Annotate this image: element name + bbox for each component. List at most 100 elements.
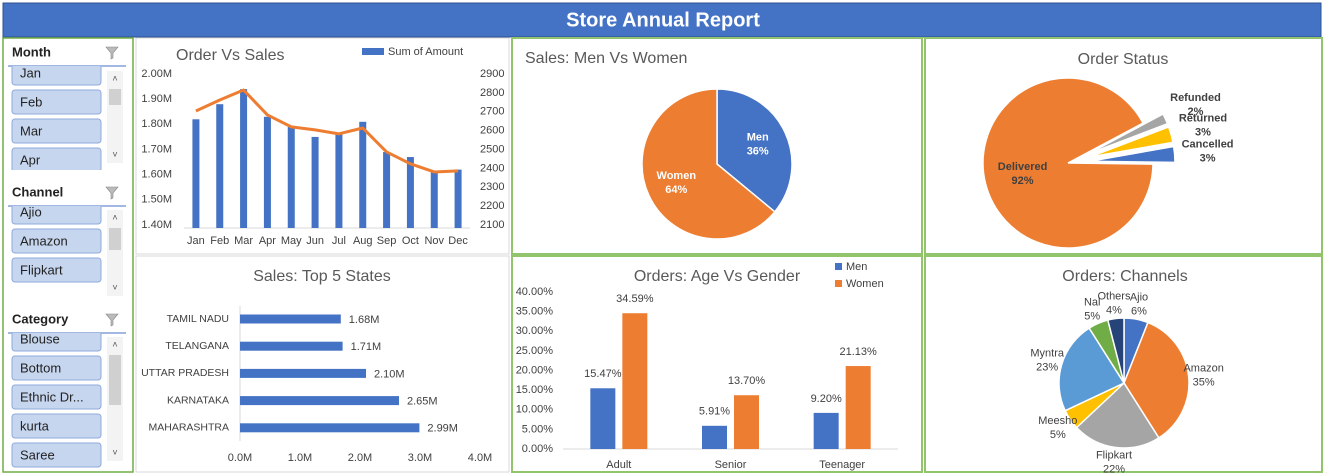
panel [135,37,510,255]
chart-title: Orders: Age Vs Gender [634,268,801,285]
slice-value-label: 6% [1131,305,1147,317]
bar [454,169,462,228]
scroll-down: ˅ [112,282,117,292]
legend-label: Men [846,261,867,273]
slicer-item[interactable] [11,355,102,381]
bar [359,121,367,228]
bar [240,368,366,378]
bar [240,89,248,228]
y-tick-label: UTTAR PRADESH [141,367,229,379]
chart: Order Vs Sales 1.40M 1.50M 1.60M 1.70M 1.80M 1… [141,46,504,247]
pie-slice [1087,112,1169,155]
slicer-item[interactable] [11,118,102,144]
y-tick-label: 0.00% [522,443,553,455]
slice-value-label: 64% [665,184,687,196]
value-label: 2.65M [407,396,438,408]
slicer-item[interactable] [11,89,102,115]
clear-filter-icon[interactable] [105,186,119,200]
legend-swatch [835,280,842,287]
x-tick-label: Apr [259,235,276,247]
x-tick-label: Feb [210,235,229,247]
slicer-item-label[interactable]: Feb [20,94,42,109]
slicer-item-label[interactable]: Mar [20,123,43,138]
chart-title: Order Vs Sales [176,47,284,64]
y2-tick-label: 2600 [480,125,504,137]
chart: Sales: Top 5 States 0.0M 1.0M 2.0M 3.0M 4.0M T… [141,268,492,464]
chart: Order StatusRefunded2%Returned3%Cancelle… [982,51,1234,249]
slicer-item-label[interactable]: Bottom [20,360,61,375]
value-label: 2.99M [427,423,458,435]
y-tick-label: 10.00% [516,404,554,416]
slice-label: Flipkart [1096,449,1132,461]
bar [335,134,343,228]
clear-filter-icon[interactable] [105,46,119,60]
slicer-item-label[interactable]: Ajio [20,204,42,219]
slicer-item[interactable] [11,384,102,410]
clear-filter-icon[interactable] [105,313,119,327]
x-tick-label: 2.0M [348,452,372,464]
bar [192,119,200,228]
slicer-item[interactable] [11,200,102,225]
slicer-item-label[interactable]: Blouse [20,331,60,346]
pie-slice [716,88,793,213]
value-label: 5.91% [699,406,730,418]
y-tick-label: TAMIL NADU [167,313,229,325]
slice-value-label: 2% [1188,106,1204,118]
y2-tick-label: 2900 [480,68,504,80]
value-label: 13.70% [728,375,766,387]
pie-slice [1106,317,1125,384]
x-tick-label: Jul [332,235,346,247]
x-tick-label: Sep [377,235,397,247]
x-tick-label: Dec [448,235,468,247]
value-label: 2.10M [374,368,405,380]
bar [240,314,341,324]
x-tick-label: Jan [187,235,205,247]
slice-value-label: 3% [1200,153,1216,165]
slice-value-label: 36% [747,146,769,158]
slice-label: Men [747,132,769,144]
y2-tick-label: 2200 [480,200,504,212]
slicer-item[interactable] [11,413,102,439]
value-label: 21.13% [840,346,878,358]
pie-slice [1123,321,1190,439]
slicer-item[interactable] [11,257,102,283]
y2-tick-label: 2500 [480,143,504,155]
line [195,88,459,174]
slicer-item-label[interactable]: Jan [20,65,41,80]
y-tick-label: 1.50M [141,194,172,206]
slicer-title: Month [12,44,51,59]
scroll-up: ˄ [112,339,117,349]
slicer: Month ˄ ˅ Jan Feb Mar Apr [8,44,126,172]
x-tick-label: Jun [306,235,324,247]
y-tick-label: 1.80M [141,118,172,130]
y-tick-label: 15.00% [516,384,554,396]
x-tick-label: 3.0M [408,452,432,464]
slicer-item-label[interactable]: kurta [20,418,50,433]
x-tick-label: 1.0M [288,452,312,464]
slicer-item-label[interactable]: Apr [20,152,41,167]
scroll-down: ˅ [112,149,117,159]
slicer-item[interactable] [11,228,102,254]
legend-label: Women [846,278,884,290]
slicer-item-label[interactable]: Flipkart [20,262,63,277]
slicer-item[interactable] [11,147,102,172]
y-tick-label: 30.00% [516,325,554,337]
slicer-item[interactable] [11,61,102,86]
x-tick-label: Senior [715,459,747,471]
slicer-item-label[interactable]: Saree [20,447,55,462]
bar [311,136,319,228]
slicer-item-label[interactable]: Amazon [20,233,68,248]
slice-label: Returned [1179,113,1227,125]
slicer-item-label[interactable]: Ethnic Dr... [20,389,84,404]
chart: Sales: Men Vs Women Men 36% Women 64% [525,50,793,240]
bar [590,388,616,449]
slicer-item[interactable] [11,327,102,352]
slice-label: Ajio [1130,291,1148,303]
pie-slice [641,88,776,240]
chart-title: Order Status [1078,51,1169,68]
y-tick-label: 25.00% [516,345,554,357]
bar [263,116,271,228]
bar [216,104,224,228]
slicer-item[interactable] [11,442,102,468]
